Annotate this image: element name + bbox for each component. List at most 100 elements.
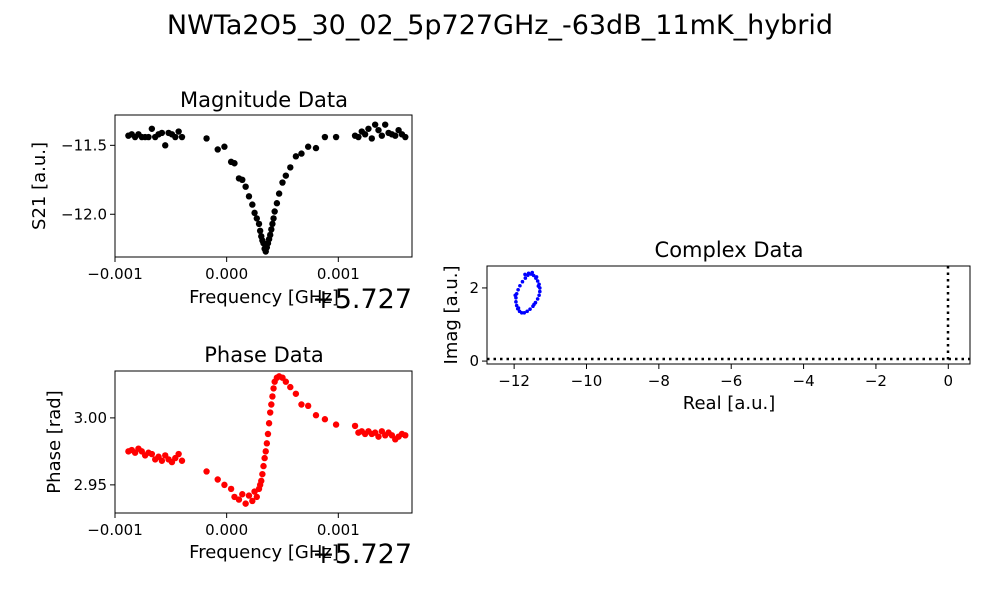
- complex-title: Complex Data: [655, 238, 804, 262]
- magnitude-point: [382, 121, 389, 128]
- magnitude-point: [355, 133, 362, 141]
- magnitude-point: [361, 131, 369, 138]
- phase-ticks: −0.001 0.000 0.001 2.95 3.00: [74, 409, 360, 539]
- magnitude-point: [253, 215, 260, 222]
- phase-point: [351, 422, 359, 430]
- phase-point: [239, 491, 246, 498]
- magnitude-point: [178, 133, 186, 141]
- complex-xtick-label: −8: [648, 372, 670, 390]
- magnitude-panel: Magnitude Data −0.001 0.000 0.001 −12.0 −11.…: [29, 88, 413, 315]
- magnitude-point: [332, 133, 340, 141]
- magnitude-title: Magnitude Data: [180, 88, 348, 112]
- complex-axes-frame: [486, 265, 971, 365]
- complex-point: [523, 272, 527, 277]
- phase-point: [253, 493, 260, 501]
- complex-xtick-label: 0: [944, 372, 954, 390]
- phase-point: [258, 477, 265, 485]
- complex-point: [514, 300, 518, 304]
- phase-point: [267, 409, 274, 416]
- complex-point: [516, 287, 520, 292]
- phase-ytick-label: 3.00: [74, 409, 107, 427]
- complex-point: [532, 302, 536, 307]
- complex-point: [520, 279, 525, 284]
- magnitude-point: [275, 190, 283, 197]
- magnitude-xtick-label: 0.001: [317, 265, 360, 283]
- complex-point: [538, 289, 542, 294]
- phase-ytick-label: 2.95: [74, 476, 107, 494]
- complex-point: [525, 309, 529, 314]
- magnitude-point: [271, 208, 278, 215]
- figure-title: NWTa2O5_30_02_5p727GHz_-63dB_11mK_hybrid: [167, 10, 833, 41]
- phase-points: [125, 373, 409, 507]
- phase-point: [287, 383, 294, 391]
- complex-xtick-label: −12: [498, 372, 530, 390]
- complex-point: [522, 311, 527, 315]
- magnitude-point: [251, 209, 258, 217]
- magnitude-point: [249, 201, 256, 208]
- phase-xtick-label: 0.001: [317, 521, 360, 539]
- phase-point: [402, 432, 409, 439]
- magnitude-point: [145, 133, 152, 141]
- complex-ytick-label: 2: [469, 279, 479, 297]
- magnitude-point: [231, 160, 238, 167]
- phase-point: [221, 481, 228, 489]
- phase-point: [265, 420, 273, 427]
- phase-point: [214, 476, 221, 483]
- magnitude-point: [402, 133, 409, 141]
- phase-point: [259, 470, 266, 478]
- complex-point: [531, 273, 536, 278]
- magnitude-point: [375, 126, 382, 134]
- complex-point: [536, 284, 541, 288]
- phase-xtick-label: −0.001: [87, 521, 143, 539]
- complex-ticks: −12 −10 −8 −6 −4 −2 0 0 2: [469, 279, 953, 390]
- magnitude-point: [158, 129, 166, 137]
- magnitude-point: [267, 231, 274, 239]
- phase-point: [235, 496, 243, 503]
- complex-xtick-label: −6: [720, 372, 742, 390]
- magnitude-ytick-label: −12.0: [61, 205, 107, 223]
- magnitude-point: [245, 193, 253, 200]
- complex-point: [534, 275, 539, 279]
- magnitude-xlabel: Frequency [GHz]: [189, 287, 339, 308]
- phase-point: [304, 402, 312, 410]
- magnitude-point: [368, 135, 375, 142]
- phase-point: [269, 393, 276, 400]
- magnitude-point: [273, 200, 281, 207]
- magnitude-point: [292, 153, 300, 160]
- phase-point: [312, 412, 320, 419]
- magnitude-ylabel: S21 [a.u.]: [29, 142, 50, 230]
- magnitude-point: [282, 172, 290, 179]
- phase-title: Phase Data: [204, 343, 324, 367]
- magnitude-point: [162, 142, 169, 149]
- phase-point: [292, 390, 300, 397]
- magnitude-point: [148, 125, 156, 132]
- magnitude-point: [255, 220, 263, 228]
- complex-point: [523, 276, 528, 280]
- phase-point: [158, 457, 166, 464]
- magnitude-point: [268, 226, 275, 233]
- magnitude-point: [270, 215, 277, 222]
- phase-xlabel: Frequency [GHz]: [189, 542, 339, 563]
- complex-ytick-label: 0: [469, 352, 479, 370]
- magnitude-axes-frame: [114, 114, 413, 258]
- phase-point: [332, 421, 340, 428]
- phase-point: [268, 401, 275, 408]
- magnitude-point: [279, 179, 286, 186]
- complex-point: [530, 270, 535, 275]
- magnitude-point: [304, 143, 312, 150]
- phase-point: [203, 468, 210, 475]
- phase-point: [242, 500, 249, 507]
- magnitude-point: [365, 125, 372, 132]
- phase-point: [298, 401, 305, 408]
- phase-axes-frame: [114, 370, 413, 514]
- complex-point: [517, 309, 522, 314]
- magnitude-point: [214, 146, 221, 153]
- phase-point: [262, 448, 269, 455]
- complex-point: [535, 297, 540, 301]
- phase-point: [245, 492, 253, 499]
- complex-xtick-label: −10: [571, 372, 603, 390]
- magnitude-point: [371, 121, 379, 128]
- phase-point: [178, 457, 186, 464]
- magnitude-ticks: −0.001 0.000 0.001 −12.0 −11.5: [61, 136, 360, 283]
